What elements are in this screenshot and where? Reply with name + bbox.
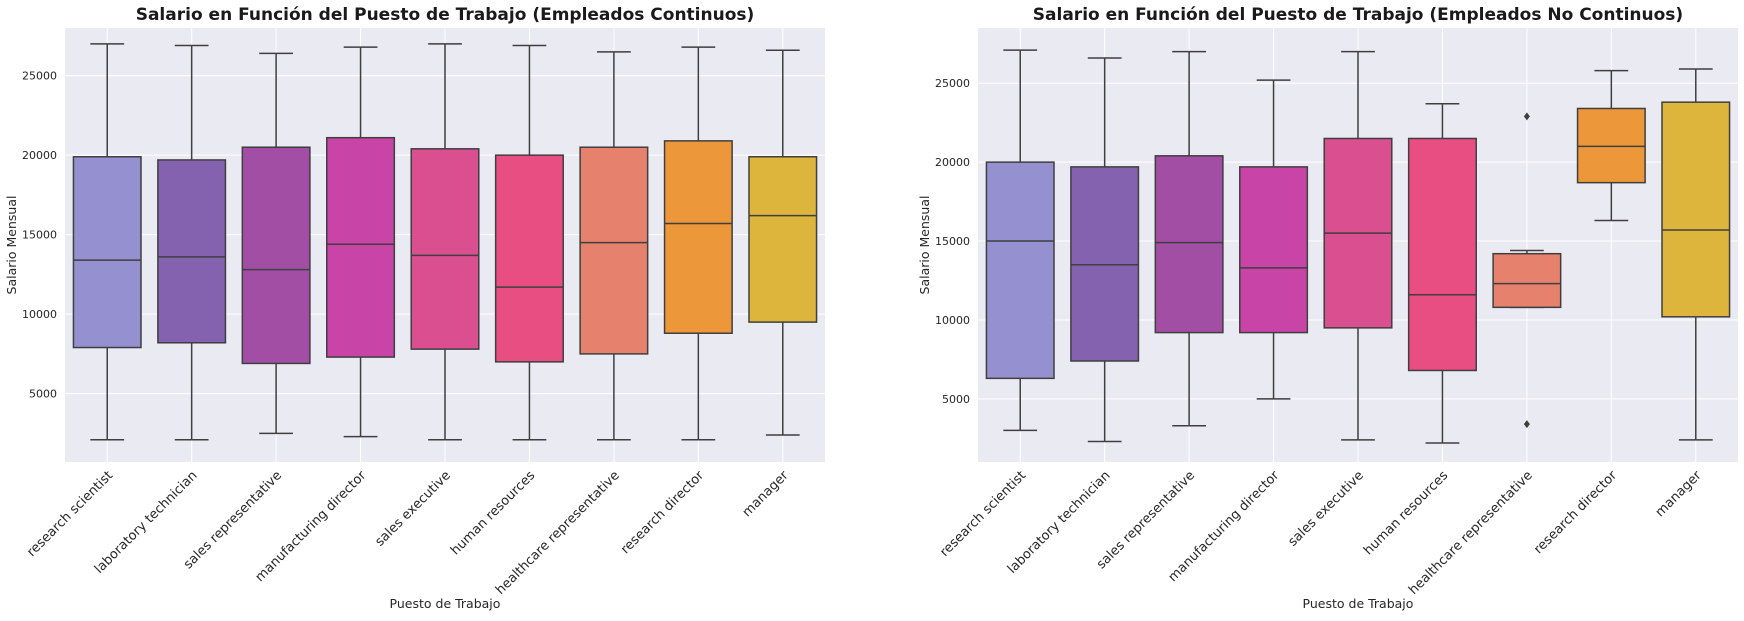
iqr-box: [1492, 252, 1562, 309]
box-healthcare-representative: [579, 51, 649, 441]
box-research-scientist: [72, 43, 142, 441]
y-tick-labels: 5000 10000 15000 20000 25000: [935, 77, 970, 406]
outlier-point: [1523, 420, 1530, 429]
y-axis-label: Salario Mensual: [4, 196, 19, 295]
chart-continuos: 5000 10000 15000 20000 25000 research scient…: [4, 5, 825, 611]
iqr-box: [748, 156, 818, 323]
x-axis-label: Puesto de Trabajo: [1303, 596, 1414, 611]
y-tick-label: 20000: [935, 156, 970, 169]
chart-no-continuos: 5000 10000 15000 20000 25000 research scient…: [917, 5, 1738, 611]
boxes: [985, 49, 1731, 444]
chart-title: Salario en Función del Puesto de Trabajo…: [136, 5, 755, 25]
y-tick-labels: 5000 10000 15000 20000 25000: [22, 70, 57, 401]
iqr-box: [494, 154, 564, 363]
iqr-box: [579, 146, 649, 355]
chart-title: Salario en Función del Puesto de Trabajo…: [1033, 5, 1683, 25]
x-tick-label: research scientist: [24, 468, 116, 560]
x-tick-label: sales executive: [1285, 468, 1366, 549]
iqr-box: [241, 146, 311, 365]
iqr-box: [1661, 101, 1731, 318]
x-axis-label: Puesto de Trabajo: [390, 596, 501, 611]
x-tick-label: human resources: [448, 468, 538, 558]
box-research-director: [1576, 69, 1646, 222]
x-tick-label: research director: [1531, 468, 1620, 557]
x-tick-label: research director: [618, 468, 707, 557]
box-laboratory-technician: [157, 44, 227, 441]
y-tick-label: 10000: [935, 314, 970, 327]
iqr-box: [1407, 137, 1477, 372]
y-tick-label: 5000: [29, 388, 57, 401]
iqr-box: [72, 156, 142, 349]
iqr-box: [1070, 166, 1140, 362]
y-tick-label: 20000: [22, 149, 57, 162]
iqr-box: [1154, 155, 1224, 334]
box-human-resources: [494, 44, 564, 441]
iqr-box: [663, 140, 733, 334]
box-sales-executive: [1323, 50, 1393, 441]
box-manager: [748, 49, 818, 436]
iqr-box: [157, 159, 227, 344]
x-tick-label: sales executive: [372, 468, 453, 549]
box-laboratory-technician: [1070, 57, 1140, 443]
y-tick-label: 10000: [22, 308, 57, 321]
x-tick-label: manager: [740, 468, 792, 520]
y-tick-label: 15000: [22, 229, 57, 242]
y-tick-label: 5000: [942, 393, 970, 406]
box-research-director: [663, 46, 733, 441]
box-manager: [1661, 68, 1731, 441]
iqr-box: [326, 136, 396, 358]
box-manufacturing-director: [326, 46, 396, 438]
iqr-box: [410, 148, 480, 350]
box-healthcare-representative: [1492, 112, 1562, 429]
box-sales-representative: [1154, 50, 1224, 427]
box-research-scientist: [985, 49, 1055, 432]
x-tick-label: research scientist: [937, 468, 1029, 560]
y-tick-label: 15000: [935, 235, 970, 248]
iqr-box: [985, 161, 1055, 380]
x-tick-label: manager: [1653, 468, 1705, 520]
iqr-box: [1576, 107, 1646, 184]
box-manufacturing-director: [1239, 79, 1309, 400]
y-tick-label: 25000: [935, 77, 970, 90]
outlier-point: [1523, 112, 1530, 121]
box-human-resources: [1407, 103, 1477, 444]
y-tick-label: 25000: [22, 70, 57, 83]
box-sales-representative: [241, 52, 311, 435]
x-tick-label: human resources: [1361, 468, 1451, 558]
box-sales-executive: [410, 43, 480, 441]
y-axis-label: Salario Mensual: [917, 196, 932, 295]
boxes: [72, 43, 818, 441]
iqr-box: [1239, 166, 1309, 334]
